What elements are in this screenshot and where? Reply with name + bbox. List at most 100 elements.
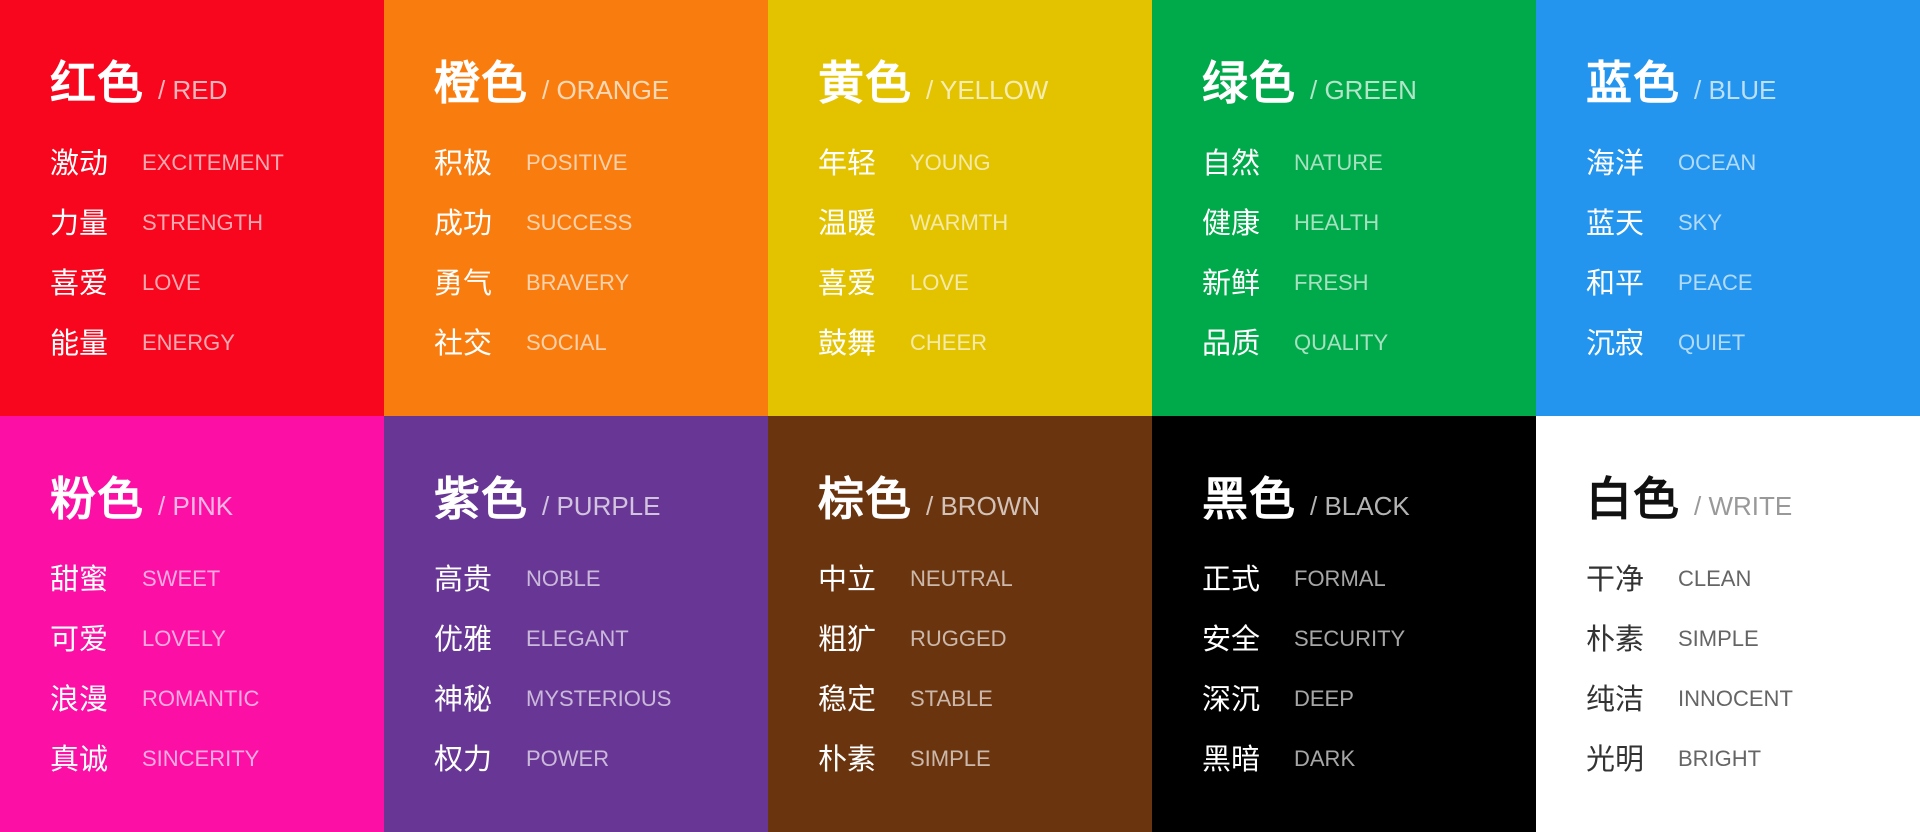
word-row: 海洋 OCEAN — [1586, 133, 1920, 193]
card-title: 蓝色 / BLUE — [1586, 53, 1920, 113]
word-row: 高贵 NOBLE — [434, 549, 768, 609]
word-en: FORMAL — [1294, 566, 1386, 591]
word-list: 海洋 OCEAN 蓝天 SKY 和平 PEACE 沉寂 QUIET — [1586, 133, 1920, 373]
card-title-zh: 紫色 — [434, 472, 528, 526]
card-title-zh: 黄色 — [818, 56, 912, 110]
word-en: STRENGTH — [142, 210, 263, 235]
word-zh: 自然 — [1202, 146, 1261, 180]
color-card: 红色 / RED 激动 EXCITEMENT 力量 STRENGTH 喜爱 LOVE 能量 ENE… — [0, 0, 384, 416]
color-card: 蓝色 / BLUE 海洋 OCEAN 蓝天 SKY 和平 PEACE 沉寂 QUIET — [1536, 0, 1920, 416]
word-row: 力量 STRENGTH — [50, 193, 384, 253]
word-row: 和平 PEACE — [1586, 253, 1920, 313]
word-en: LOVELY — [142, 626, 226, 651]
card-title: 粉色 / PINK — [50, 469, 384, 529]
card-title: 黑色 / BLACK — [1202, 469, 1536, 529]
card-title-en: / ORANGE — [542, 75, 670, 105]
word-en: ROMANTIC — [142, 686, 260, 711]
card-title-en: / WRITE — [1694, 491, 1793, 521]
word-en: SWEET — [142, 566, 221, 591]
word-zh: 安全 — [1202, 622, 1261, 656]
card-title: 黄色 / YELLOW — [818, 53, 1152, 113]
word-row: 成功 SUCCESS — [434, 193, 768, 253]
word-en: SINCERITY — [142, 746, 260, 771]
word-zh: 蓝天 — [1586, 206, 1645, 240]
word-list: 积极 POSITIVE 成功 SUCCESS 勇气 BRAVERY 社交 SOCIAL — [434, 133, 768, 373]
card-title-en: / PURPLE — [542, 491, 661, 521]
card-title-en: / BROWN — [926, 491, 1041, 521]
word-zh: 高贵 — [434, 562, 493, 596]
word-zh: 新鲜 — [1202, 266, 1261, 300]
word-en: STABLE — [910, 686, 993, 711]
word-en: FRESH — [1294, 270, 1369, 295]
word-en: ELEGANT — [526, 626, 629, 651]
word-row: 年轻 YOUNG — [818, 133, 1152, 193]
word-row: 神秘 MYSTERIOUS — [434, 669, 768, 729]
word-zh: 浪漫 — [50, 682, 109, 716]
word-row: 可爱 LOVELY — [50, 609, 384, 669]
word-zh: 勇气 — [434, 266, 493, 300]
word-row: 喜爱 LOVE — [818, 253, 1152, 313]
word-row: 能量 ENERGY — [50, 313, 384, 373]
word-en: OCEAN — [1678, 150, 1757, 175]
word-zh: 温暖 — [818, 206, 877, 240]
word-en: ENERGY — [142, 330, 235, 355]
word-row: 权力 POWER — [434, 729, 768, 789]
color-card: 橙色 / ORANGE 积极 POSITIVE 成功 SUCCESS 勇气 BRAVERY 社交… — [384, 0, 768, 416]
word-list: 正式 FORMAL 安全 SECURITY 深沉 DEEP 黑暗 DARK — [1202, 549, 1536, 789]
word-row: 浪漫 ROMANTIC — [50, 669, 384, 729]
word-row: 新鲜 FRESH — [1202, 253, 1536, 313]
word-list: 自然 NATURE 健康 HEALTH 新鲜 FRESH 品质 QUALITY — [1202, 133, 1536, 373]
word-zh: 力量 — [50, 206, 109, 240]
word-row: 温暖 WARMTH — [818, 193, 1152, 253]
word-en: NEUTRAL — [910, 566, 1013, 591]
word-zh: 光明 — [1586, 742, 1645, 776]
word-list: 甜蜜 SWEET 可爱 LOVELY 浪漫 ROMANTIC 真诚 SINCERITY — [50, 549, 384, 789]
word-zh: 朴素 — [1586, 622, 1645, 656]
card-title-zh: 蓝色 — [1586, 56, 1680, 110]
word-list: 年轻 YOUNG 温暖 WARMTH 喜爱 LOVE 鼓舞 CHEER — [818, 133, 1152, 373]
word-zh: 年轻 — [818, 146, 877, 180]
card-title-en: / GREEN — [1310, 75, 1417, 105]
card-title: 紫色 / PURPLE — [434, 469, 768, 529]
word-row: 勇气 BRAVERY — [434, 253, 768, 313]
word-zh: 干净 — [1586, 562, 1645, 596]
word-en: CLEAN — [1678, 566, 1752, 591]
color-card: 黑色 / BLACK 正式 FORMAL 安全 SECURITY 深沉 DEEP 黑暗 DARK — [1152, 416, 1536, 832]
card-title: 红色 / RED — [50, 53, 384, 113]
word-en: NOBLE — [526, 566, 601, 591]
word-zh: 成功 — [434, 206, 493, 240]
color-card: 粉色 / PINK 甜蜜 SWEET 可爱 LOVELY 浪漫 ROMANTIC 真诚 SINCE… — [0, 416, 384, 832]
word-zh: 纯洁 — [1586, 682, 1645, 716]
card-title: 橙色 / ORANGE — [434, 53, 768, 113]
word-en: SOCIAL — [526, 330, 607, 355]
word-en: DEEP — [1294, 686, 1354, 711]
word-zh: 粗犷 — [818, 622, 877, 656]
word-zh: 喜爱 — [818, 266, 877, 300]
word-row: 正式 FORMAL — [1202, 549, 1536, 609]
card-title-zh: 棕色 — [818, 472, 912, 526]
card-title: 白色 / WRITE — [1586, 469, 1920, 529]
word-en: EXCITEMENT — [142, 150, 284, 175]
word-zh: 海洋 — [1586, 146, 1645, 180]
word-en: SUCCESS — [526, 210, 633, 235]
word-row: 朴素 SIMPLE — [1586, 609, 1920, 669]
word-row: 光明 BRIGHT — [1586, 729, 1920, 789]
word-en: LOVE — [142, 270, 201, 295]
card-title-en: / RED — [158, 75, 228, 105]
word-en: LOVE — [910, 270, 969, 295]
word-zh: 喜爱 — [50, 266, 109, 300]
word-row: 鼓舞 CHEER — [818, 313, 1152, 373]
word-list: 高贵 NOBLE 优雅 ELEGANT 神秘 MYSTERIOUS 权力 POWER — [434, 549, 768, 789]
card-title-en: / YELLOW — [926, 75, 1049, 105]
word-zh: 甜蜜 — [50, 562, 109, 596]
word-en: SIMPLE — [1678, 626, 1759, 651]
word-en: YOUNG — [910, 150, 991, 175]
word-zh: 能量 — [50, 326, 109, 360]
word-row: 健康 HEALTH — [1202, 193, 1536, 253]
word-row: 社交 SOCIAL — [434, 313, 768, 373]
word-row: 积极 POSITIVE — [434, 133, 768, 193]
color-card: 白色 / WRITE 干净 CLEAN 朴素 SIMPLE 纯洁 INNOCENT 光明 BRIG… — [1536, 416, 1920, 832]
color-card: 绿色 / GREEN 自然 NATURE 健康 HEALTH 新鲜 FRESH 品质 QUALIT… — [1152, 0, 1536, 416]
word-zh: 积极 — [434, 146, 493, 180]
